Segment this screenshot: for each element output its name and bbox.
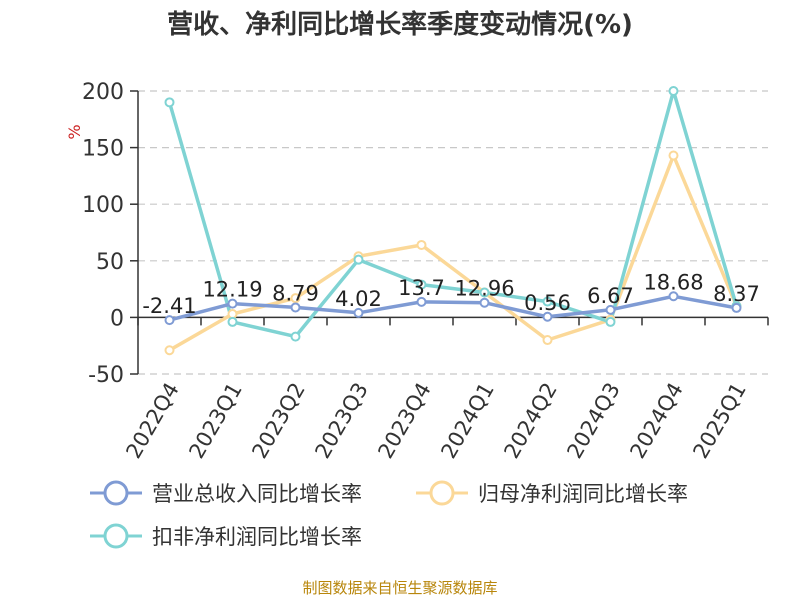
- data-point: [668, 291, 679, 302]
- data-label: 12.19: [202, 278, 262, 302]
- legend-revenue-label: 营业总收入同比增长率: [152, 482, 362, 506]
- data-label: 12.96: [454, 277, 514, 301]
- x-tick-label: 2022Q4: [121, 379, 183, 463]
- data-label: 8.79: [272, 281, 319, 305]
- data-point: [227, 298, 238, 309]
- data-point: [731, 302, 742, 313]
- data-point: [164, 97, 175, 108]
- data-point: [479, 297, 490, 308]
- data-point: [353, 307, 364, 318]
- data-point: [668, 150, 679, 161]
- legend-revenue-marker: [90, 480, 142, 506]
- x-tick-label: 2023Q1: [184, 379, 246, 463]
- data-label: 18.68: [643, 270, 703, 294]
- data-label: 8.37: [713, 282, 760, 306]
- data-point: [542, 296, 553, 307]
- data-point: [416, 239, 427, 250]
- data-point: [164, 345, 175, 356]
- y-tick-label: -50: [88, 363, 124, 388]
- x-tick-label: 2023Q3: [310, 379, 372, 463]
- x-tick-label: 2024Q2: [499, 379, 561, 463]
- data-point: [605, 316, 616, 327]
- x-tick-label: 2023Q2: [247, 379, 309, 463]
- series-line: [167, 89, 739, 339]
- data-label: -2.41: [142, 294, 196, 318]
- data-point: [290, 331, 301, 342]
- y-tick-label: 50: [96, 250, 124, 275]
- data-point: [668, 86, 679, 96]
- series-line: [169, 294, 737, 322]
- data-label: 13.7: [398, 276, 445, 300]
- y-tick-label: 0: [110, 306, 124, 331]
- legend-deducted-profit-marker: [90, 523, 142, 549]
- data-label: 6.67: [587, 284, 634, 308]
- data-point: [227, 316, 238, 327]
- data-label: 0.56: [524, 291, 571, 315]
- legend-item-deducted-profit[interactable]: 扣非净利润同比增长率: [88, 521, 362, 551]
- data-point: [542, 335, 553, 346]
- data-point: [164, 315, 175, 326]
- x-tick-label: 2024Q3: [562, 379, 624, 463]
- legend-item-net-profit[interactable]: 归母净利润同比增长率: [414, 478, 688, 508]
- legend-deducted-profit-label: 扣非净利润同比增长率: [152, 525, 362, 549]
- data-point: [542, 311, 553, 322]
- legend-net-profit-label: 归母净利润同比增长率: [478, 482, 688, 506]
- data-point: [290, 293, 301, 304]
- data-point: [479, 287, 490, 298]
- data-point: [416, 296, 427, 307]
- chart-title: 营收、净利同比增长率季度变动情况(%): [167, 10, 633, 40]
- data-point: [227, 309, 238, 320]
- data-point: [353, 254, 364, 265]
- x-tick-label: 2023Q4: [373, 379, 435, 463]
- data-label: 4.02: [335, 287, 382, 311]
- y-tick-label: 200: [82, 80, 124, 105]
- x-tick-label: 2024Q4: [625, 379, 687, 463]
- x-tick-label: 2025Q1: [688, 379, 750, 463]
- data-point: [605, 304, 616, 315]
- y-axis-label: %: [65, 124, 84, 139]
- x-tick-label: 2024Q1: [436, 379, 498, 463]
- data-point: [416, 279, 427, 290]
- legend-net-profit-marker: [416, 480, 468, 506]
- y-tick-label: 150: [82, 137, 124, 162]
- source-note: 制图数据来自恒生聚源数据库: [302, 579, 498, 597]
- data-point: [290, 302, 301, 313]
- y-tick-label: 100: [82, 193, 124, 218]
- legend-item-revenue[interactable]: 营业总收入同比增长率: [88, 478, 362, 508]
